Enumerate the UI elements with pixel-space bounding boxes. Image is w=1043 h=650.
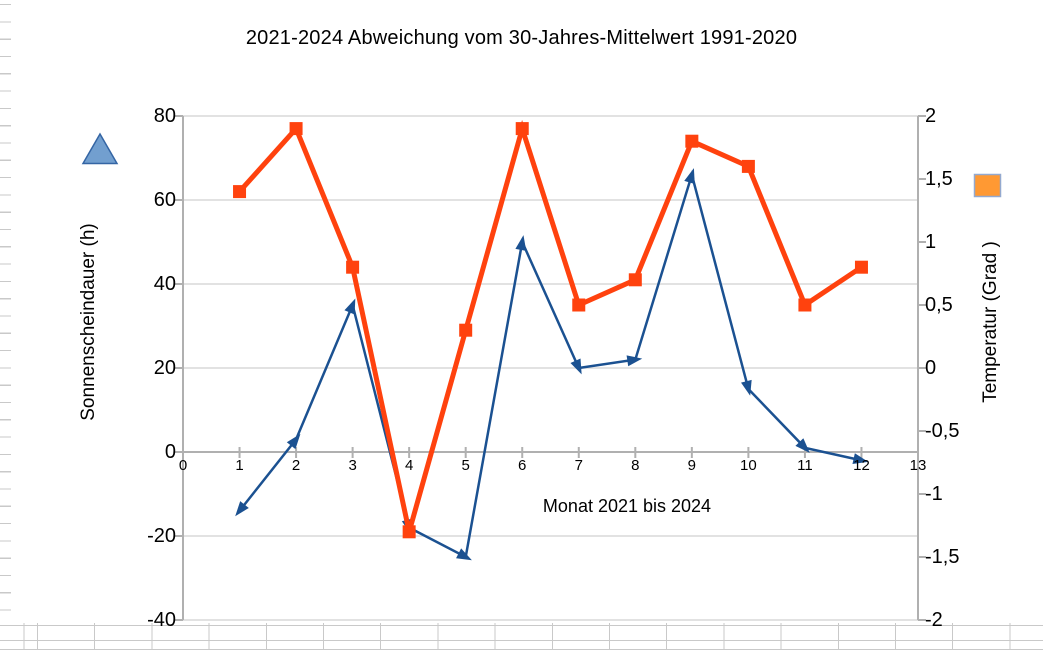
right-axis-tick-label: 1: [925, 231, 937, 253]
right-axis-tick-label: -1: [925, 483, 943, 505]
right-axis-tick-label: -2: [925, 609, 943, 631]
left-axis-tick-label: -40: [147, 609, 176, 631]
x-axis-tick-label: 7: [574, 457, 583, 474]
sheet-row-line: [0, 625, 1043, 626]
arrow-marker: [456, 548, 472, 561]
x-axis-tick-label: 9: [687, 457, 697, 474]
square-marker: [289, 122, 303, 136]
x-axis-tick-label: 0: [178, 457, 188, 474]
left-axis-tick-label: 0: [164, 441, 176, 463]
left-axis-title: Sonnenscheindauer (h): [78, 223, 99, 421]
right-axis-tick-label: 0: [925, 357, 937, 379]
right-axis-tick-label: 0,5: [925, 294, 953, 316]
right-axis-tick-label: 2: [925, 105, 937, 127]
triangle-icon: [81, 132, 119, 165]
x-axis-tick-label: 4: [404, 457, 414, 474]
arrow-marker: [795, 438, 810, 453]
arrow-marker: [741, 379, 752, 396]
arrow-marker: [235, 501, 249, 517]
x-axis-tick-label: 2: [291, 457, 301, 474]
sheet-cells-bottom[interactable]: [0, 623, 1043, 650]
x-axis-tick-label: 10: [740, 457, 757, 474]
square-marker: [854, 260, 868, 274]
left-axis-tick-label: 40: [153, 273, 176, 295]
x-axis-tick-label: 6: [518, 457, 527, 474]
sheet-row-line: [0, 640, 1043, 641]
square-marker: [459, 323, 473, 337]
square-icon: [973, 173, 1002, 198]
square-marker: [628, 273, 642, 287]
arrow-marker: [515, 235, 527, 251]
series-sonnenscheindauer-line: [238, 170, 862, 559]
x-axis-tick-label: 8: [631, 457, 640, 474]
square-marker: [233, 185, 247, 199]
x-axis-tick-label: 11: [797, 457, 813, 474]
right-axis-tick-label: 1,5: [925, 168, 953, 190]
square-marker: [572, 298, 586, 312]
arrow-marker: [570, 358, 582, 375]
arrow-marker: [626, 355, 643, 367]
square-marker: [402, 525, 416, 539]
left-axis-tick-label: 80: [153, 105, 176, 127]
square-marker: [685, 134, 699, 148]
left-axis-tick-label: 20: [153, 357, 176, 379]
x-axis-tick-label: 5: [461, 457, 470, 474]
x-axis-label: Monat 2021 bis 2024: [542, 496, 712, 516]
sheet-gridlines-left[interactable]: [0, 4, 11, 616]
x-axis-tick-label: 13: [909, 457, 927, 474]
x-axis-tick-label: 3: [348, 457, 357, 474]
arrow-marker: [684, 168, 695, 185]
right-axis-tick-label: -0,5: [925, 420, 960, 442]
chart-title: 2021-2024 Abweichung vom 30-Jahres-Mitte…: [245, 27, 798, 49]
right-axis-title: Temperatur (Grad ): [980, 241, 1001, 403]
arrow-marker: [344, 298, 356, 315]
arrow-marker: [852, 453, 869, 465]
left-axis-tick-label: 60: [153, 189, 176, 211]
blue-triangle-shape[interactable]: [81, 132, 119, 166]
right-axis-tick-label: -1,5: [925, 546, 960, 568]
square-marker: [741, 159, 755, 173]
square-marker: [798, 298, 812, 312]
left-axis-tick-label: -20: [147, 525, 176, 547]
x-axis-tick-label: 1: [235, 457, 244, 474]
square-marker: [515, 122, 529, 136]
square-marker: [346, 260, 360, 274]
x-axis-tick-label: 12: [853, 457, 870, 474]
orange-square-shape[interactable]: [973, 173, 1003, 199]
arrow-marker: [286, 433, 301, 450]
series-temperatur-line: [237, 119, 863, 533]
